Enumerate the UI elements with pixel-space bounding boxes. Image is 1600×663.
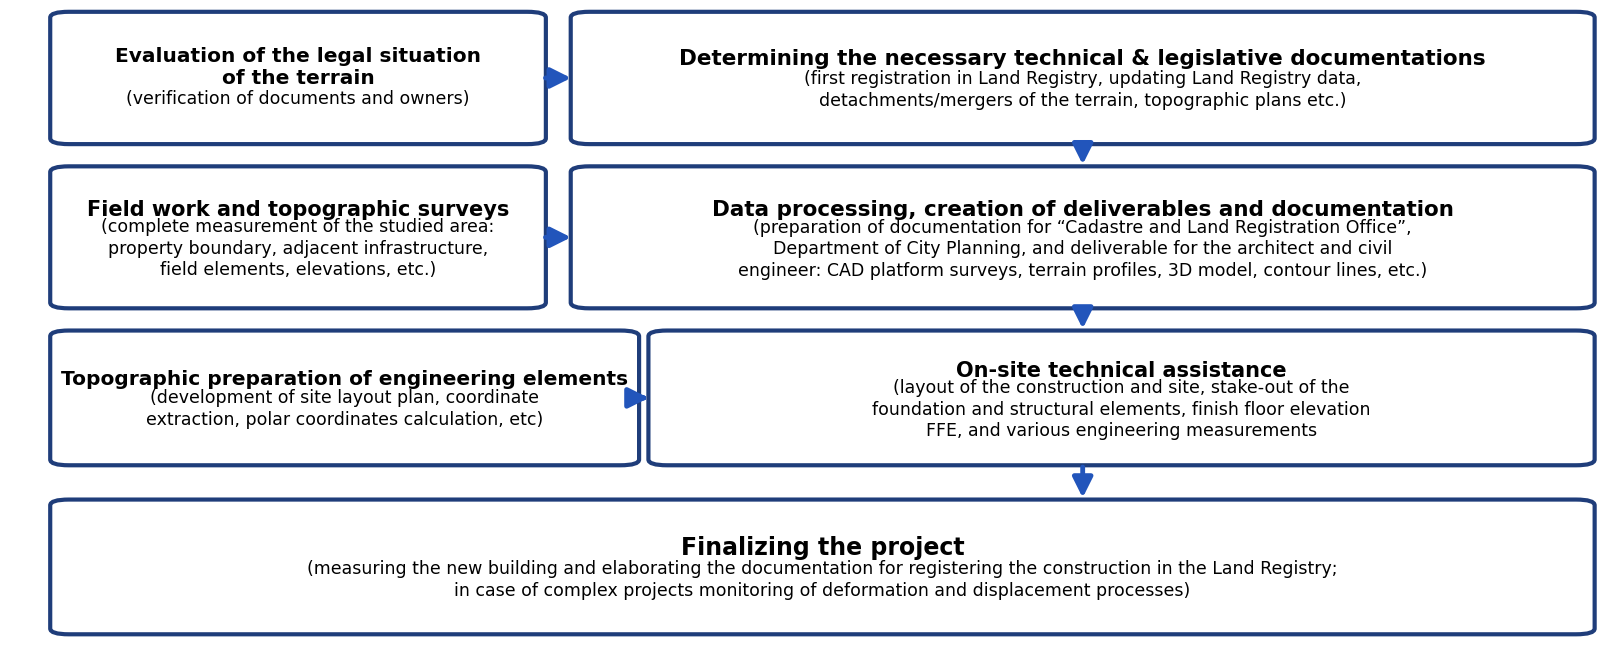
FancyBboxPatch shape (571, 12, 1595, 144)
Text: Evaluation of the legal situation
of the terrain: Evaluation of the legal situation of the… (115, 47, 482, 88)
Text: (verification of documents and owners): (verification of documents and owners) (126, 90, 470, 107)
FancyBboxPatch shape (648, 331, 1595, 465)
FancyBboxPatch shape (50, 166, 546, 308)
Text: (preparation of documentation for “Cadastre and Land Registration Office”,
Depar: (preparation of documentation for “Cadas… (738, 219, 1427, 280)
Text: Determining the necessary technical & legislative documentations: Determining the necessary technical & le… (680, 49, 1486, 69)
Text: (layout of the construction and site, stake-out of the
foundation and structural: (layout of the construction and site, st… (872, 379, 1371, 440)
Text: Data processing, creation of deliverables and documentation: Data processing, creation of deliverable… (712, 200, 1454, 220)
FancyBboxPatch shape (50, 499, 1595, 634)
Text: (complete measurement of the studied area:
property boundary, adjacent infrastru: (complete measurement of the studied are… (101, 219, 494, 280)
FancyBboxPatch shape (571, 166, 1595, 308)
Text: (first registration in Land Registry, updating Land Registry data,
detachments/m: (first registration in Land Registry, up… (803, 70, 1362, 109)
Text: (measuring the new building and elaborating the documentation for registering th: (measuring the new building and elaborat… (307, 560, 1338, 599)
Text: (development of site layout plan, coordinate
extraction, polar coordinates calcu: (development of site layout plan, coordi… (146, 389, 544, 429)
Text: Finalizing the project: Finalizing the project (680, 536, 965, 560)
Text: Topographic preparation of engineering elements: Topographic preparation of engineering e… (61, 370, 629, 389)
FancyBboxPatch shape (50, 331, 638, 465)
Text: On-site technical assistance: On-site technical assistance (957, 361, 1286, 381)
Text: Field work and topographic surveys: Field work and topographic surveys (86, 200, 509, 220)
FancyBboxPatch shape (50, 12, 546, 144)
